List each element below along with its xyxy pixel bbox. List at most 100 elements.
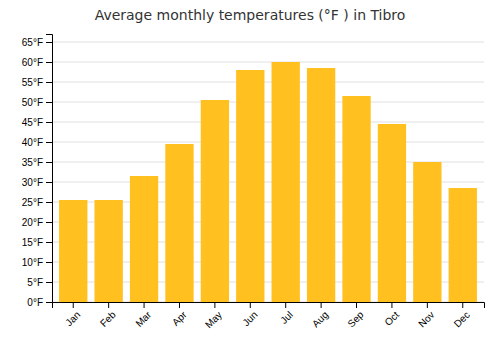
- tick-label: Dec: [452, 309, 472, 329]
- tick: 50°F: [22, 97, 52, 108]
- tick-mark: [214, 302, 215, 308]
- tick-label: Jul: [278, 309, 295, 326]
- tick: 35°F: [22, 157, 52, 168]
- tick: 45°F: [22, 117, 52, 128]
- tick-mark: [108, 302, 109, 308]
- bar: [130, 176, 158, 302]
- tick-mark: [321, 302, 322, 308]
- tick-mark: [144, 302, 145, 308]
- tick-mark: [46, 162, 52, 163]
- tick: 60°F: [22, 57, 52, 68]
- tick-mark: [46, 182, 52, 183]
- tick-mark: [46, 62, 52, 63]
- plot: 0°F 5°F 10°F 15°F 20°F 25°F 30°F 35°F 40°F 45°F 50…: [22, 35, 485, 331]
- bar: [236, 70, 264, 302]
- tick-label: Aug: [310, 309, 330, 329]
- tick: 40°F: [22, 137, 52, 148]
- axis-line: [53, 303, 485, 309]
- tick-mark: [391, 302, 392, 308]
- tick-label: 60°F: [22, 57, 43, 68]
- tick: 15°F: [22, 237, 52, 248]
- tick-label: Jan: [63, 309, 82, 328]
- grid-line: [52, 122, 484, 123]
- grid-line: [52, 62, 484, 63]
- tick: Mar: [133, 302, 153, 329]
- tick-label: Oct: [382, 309, 401, 328]
- tick-label: 25°F: [22, 197, 43, 208]
- tick-label: Jun: [240, 309, 259, 328]
- bar: [272, 62, 300, 302]
- tick-mark: [46, 302, 52, 303]
- grid-line: [52, 102, 484, 103]
- tick: Nov: [416, 302, 436, 329]
- tick-label: 40°F: [22, 137, 43, 148]
- tick-mark: [179, 302, 180, 308]
- tick-mark: [46, 282, 52, 283]
- bar: [342, 96, 370, 302]
- tick: 5°F: [27, 277, 52, 288]
- tick: Aug: [310, 302, 330, 329]
- bar: [201, 100, 229, 302]
- bar: [59, 200, 87, 302]
- tick: 20°F: [22, 217, 52, 228]
- bar: [307, 68, 335, 302]
- tick: Jan: [63, 302, 82, 328]
- tick-label: Apr: [170, 309, 189, 328]
- tick-label: Nov: [416, 309, 436, 329]
- bars: [59, 62, 477, 302]
- tick-mark: [462, 302, 463, 308]
- chart: 0°F 5°F 10°F 15°F 20°F 25°F 30°F 35°F 40°F 45°F 50…: [0, 0, 500, 350]
- tick-mark: [73, 302, 74, 308]
- tick-mark: [46, 122, 52, 123]
- axis-line: [46, 35, 53, 303]
- grid: [52, 42, 484, 302]
- tick-label: Feb: [98, 309, 118, 329]
- tick-label: 45°F: [22, 117, 43, 128]
- tick-mark: [46, 262, 52, 263]
- tick-mark: [250, 302, 251, 308]
- bar: [94, 200, 122, 302]
- tick-mark: [46, 242, 52, 243]
- bar: [413, 162, 441, 302]
- bar: [378, 124, 406, 302]
- tick-label: May: [203, 309, 224, 330]
- tick-mark: [285, 302, 286, 308]
- y-axis: 0°F 5°F 10°F 15°F 20°F 25°F 30°F 35°F 40°F 45°F 50…: [22, 35, 53, 308]
- tick: Sep: [345, 302, 366, 329]
- tick: 0°F: [27, 297, 52, 308]
- tick-label: 35°F: [22, 157, 43, 168]
- tick: Jul: [278, 302, 295, 326]
- tick-label: Mar: [133, 309, 153, 329]
- tick: May: [203, 302, 224, 330]
- tick: Feb: [98, 302, 118, 329]
- tick-mark: [356, 302, 357, 308]
- tick-label: 65°F: [22, 37, 43, 48]
- title: Average monthly temperatures (°F ) in Ti…: [95, 7, 406, 23]
- tick: 30°F: [22, 177, 52, 188]
- tick-mark: [46, 82, 52, 83]
- tick-label: 0°F: [27, 297, 43, 308]
- tick-mark: [427, 302, 428, 308]
- tick: Dec: [452, 302, 472, 329]
- tick: 65°F: [22, 37, 52, 48]
- tick-mark: [46, 142, 52, 143]
- tick: Apr: [170, 302, 189, 328]
- tick-label: 30°F: [22, 177, 43, 188]
- tick-label: 20°F: [22, 217, 43, 228]
- tick-label: 10°F: [22, 257, 43, 268]
- tick: 10°F: [22, 257, 52, 268]
- bar: [165, 144, 193, 302]
- tick-label: 5°F: [27, 277, 43, 288]
- tick-mark: [46, 222, 52, 223]
- tick-label: 50°F: [22, 97, 43, 108]
- tick-mark: [46, 202, 52, 203]
- tick: Oct: [382, 302, 401, 328]
- grid-line: [52, 142, 484, 143]
- tick-label: Sep: [345, 309, 366, 330]
- tick-label: 55°F: [22, 77, 43, 88]
- x-axis: Jan Feb Mar Apr May Jun Jul Aug Sep Oct Nov Dec: [53, 302, 485, 330]
- tick-label: 15°F: [22, 237, 43, 248]
- tick: Jun: [240, 302, 259, 328]
- tick: 25°F: [22, 197, 52, 208]
- tick-mark: [46, 102, 52, 103]
